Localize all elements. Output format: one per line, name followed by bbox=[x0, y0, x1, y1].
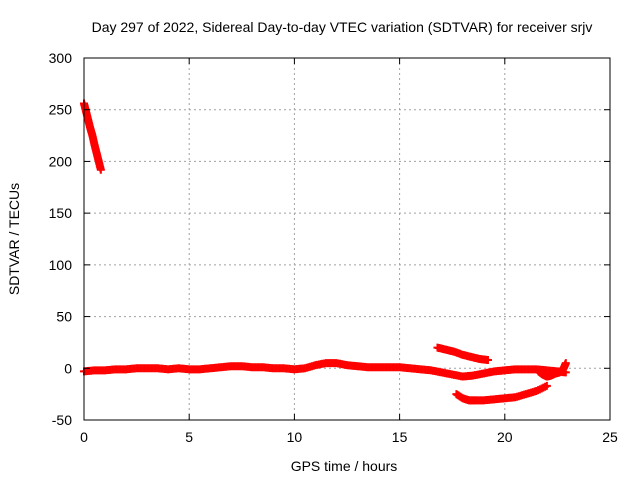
axis-ticks bbox=[83, 57, 611, 421]
data-point bbox=[542, 381, 551, 390]
grid bbox=[84, 58, 610, 420]
x-tick-labels: 0 5 10 15 20 25 bbox=[80, 429, 618, 445]
x-tick-label: 0 bbox=[80, 429, 88, 445]
y-tick-label: 50 bbox=[56, 309, 72, 325]
y-tick-label: 200 bbox=[49, 153, 73, 169]
y-tick-labels: -50 0 50 100 150 200 250 300 bbox=[49, 50, 73, 428]
x-tick-label: 10 bbox=[287, 429, 303, 445]
data-point bbox=[561, 359, 570, 368]
y-tick-label: -50 bbox=[52, 412, 72, 428]
y-tick-label: 150 bbox=[49, 205, 73, 221]
y-axis-label: SDTVAR / TECUs bbox=[6, 183, 22, 295]
y-tick-label: 0 bbox=[64, 360, 72, 376]
x-tick-label: 25 bbox=[602, 429, 618, 445]
x-axis-label: GPS time / hours bbox=[291, 458, 398, 474]
plot-frame bbox=[83, 57, 611, 421]
x-tick-label: 15 bbox=[392, 429, 408, 445]
data-points bbox=[80, 99, 570, 405]
series-4 bbox=[534, 359, 570, 381]
series-1 bbox=[80, 359, 570, 381]
series-2 bbox=[433, 343, 492, 365]
data-point bbox=[96, 165, 105, 174]
y-tick-label: 250 bbox=[49, 102, 73, 118]
x-tick-label: 5 bbox=[185, 429, 193, 445]
y-tick-label: 100 bbox=[49, 257, 73, 273]
data-point bbox=[483, 356, 492, 365]
x-tick-label: 20 bbox=[497, 429, 513, 445]
y-tick-label: 300 bbox=[49, 50, 73, 66]
series-3 bbox=[452, 381, 551, 405]
chart-title: Day 297 of 2022, Sidereal Day-to-day VTE… bbox=[92, 19, 593, 35]
